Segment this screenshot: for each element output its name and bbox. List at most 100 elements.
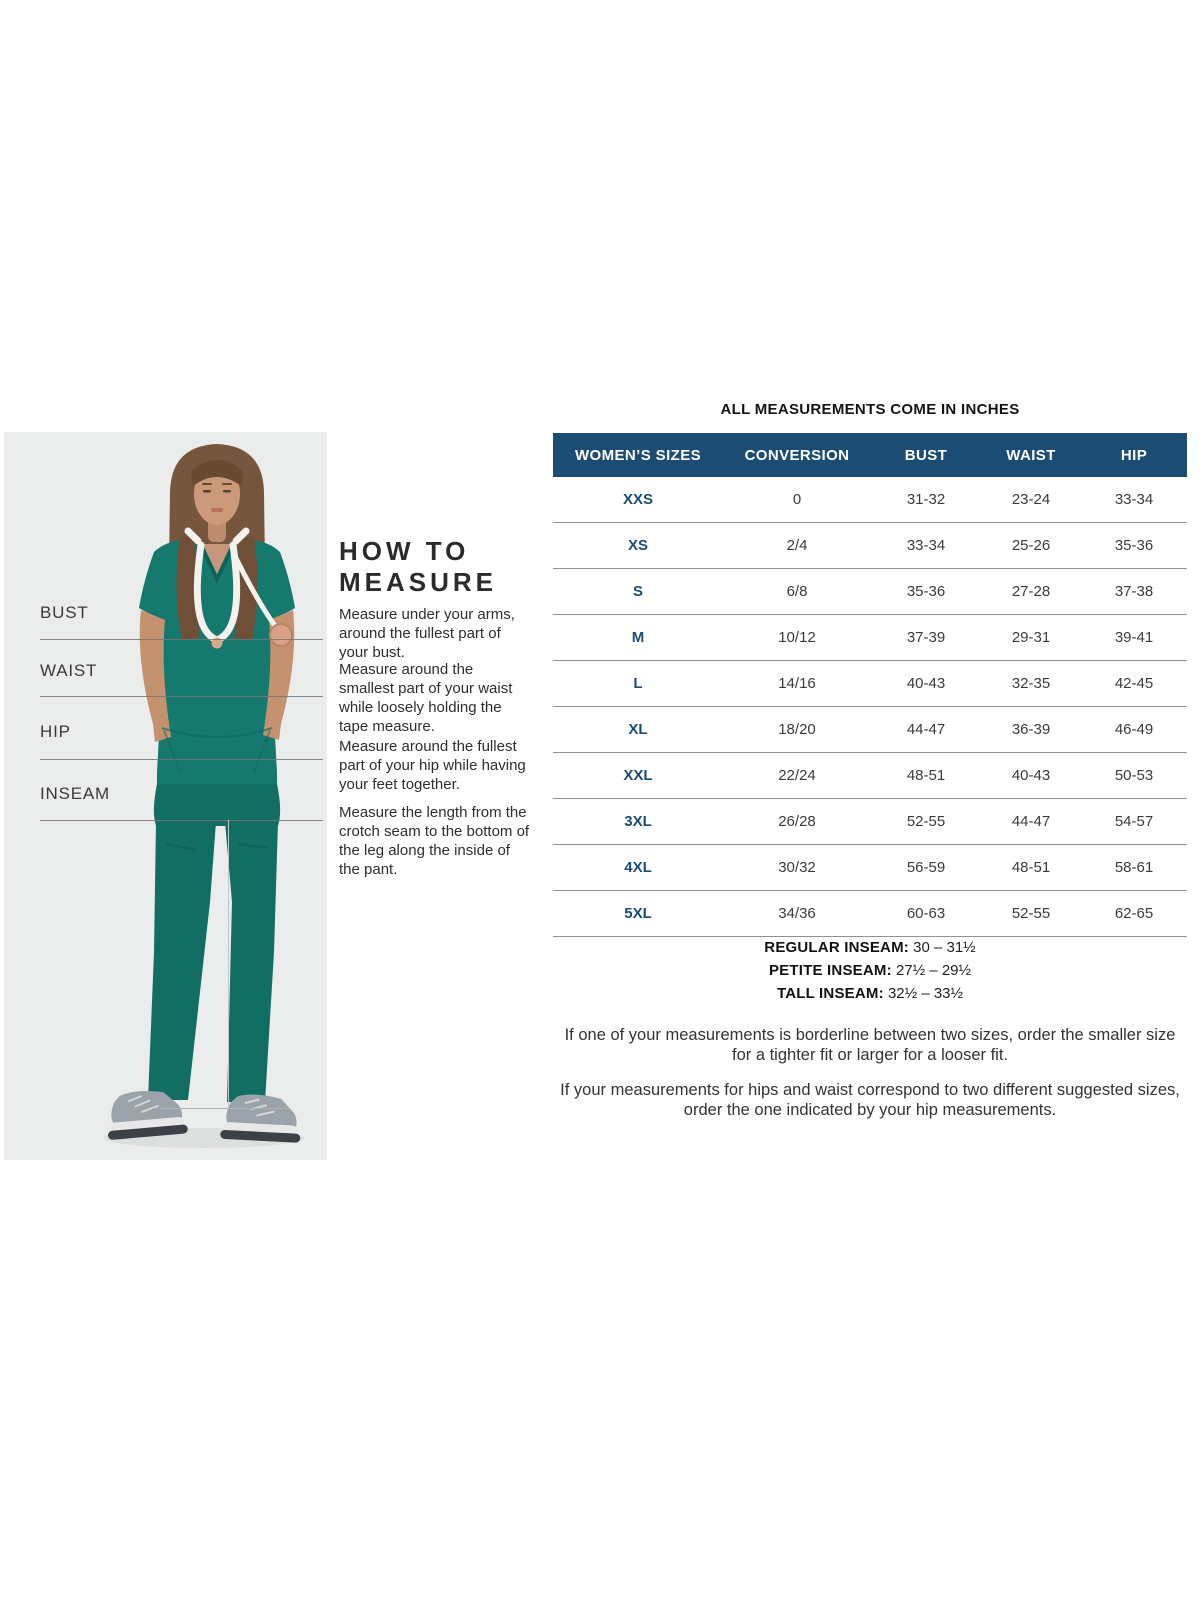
- conversion-cell: 14/16: [778, 675, 816, 692]
- conversion-cell: 6/8: [786, 583, 808, 600]
- conversion-cell: 18/20: [778, 721, 816, 738]
- measure-label-inseam: INSEAM: [40, 784, 110, 803]
- bust-cell: 33-34: [906, 537, 946, 554]
- hip-cell: 46-49: [1114, 721, 1154, 738]
- column-header-hip: HIP: [1120, 446, 1148, 464]
- waist-cell: 40-43: [1011, 767, 1051, 784]
- heading-line-1: HOW TO: [339, 536, 470, 566]
- table-row-xl: XL 18/20 44-47 36-39 46-49: [553, 707, 1187, 753]
- left-arm: [139, 610, 171, 742]
- table-row-3xl: 3XL 26/28 52-55 44-47 54-57: [553, 799, 1187, 845]
- bust-cell: 35-36: [906, 583, 946, 600]
- measure-line-inseam: [40, 820, 323, 821]
- table-row-xxl: XXL 22/24 48-51 40-43 50-53: [553, 753, 1187, 799]
- size-cell: XL: [628, 721, 648, 738]
- table-title: ALL MEASUREMENTS COME IN INCHES: [720, 401, 1020, 418]
- stethoscope-earpieces: [184, 527, 250, 545]
- hair-strand-left: [176, 536, 200, 640]
- size-cell: XXL: [623, 767, 653, 784]
- inseam-note-tall: TALL INSEAM: 32½ – 33½: [553, 982, 1187, 1005]
- right-shoe: [220, 1094, 301, 1143]
- size-cell: L: [633, 675, 643, 692]
- inseam-note-regular: REGULAR INSEAM: 30 – 31½: [553, 936, 1187, 959]
- measure-line-bust: [40, 639, 323, 640]
- lips: [211, 508, 223, 512]
- hip-cell: 37-38: [1114, 583, 1154, 600]
- measure-label-waist: WAIST: [40, 661, 98, 680]
- size-cell: S: [632, 583, 643, 600]
- hip-cell: 62-65: [1114, 905, 1154, 922]
- column-header-waist: WAIST: [1006, 446, 1056, 464]
- table-row-xs: XS 2/4 33-34 25-26 35-36: [553, 523, 1187, 569]
- model-figure: [104, 444, 304, 1148]
- bust-cell: 40-43: [906, 675, 946, 692]
- conversion-cell: 34/36: [778, 905, 816, 922]
- pants-right-leg: [225, 822, 278, 1102]
- bust-cell: 48-51: [906, 767, 946, 784]
- heading-line-2: MEASURE: [339, 567, 498, 597]
- size-cell: 5XL: [624, 905, 652, 922]
- conversion-cell: 2/4: [786, 537, 808, 554]
- footnote-borderline: If one of your measurements is borderlin…: [564, 1026, 1176, 1064]
- bust-cell: 44-47: [906, 721, 946, 738]
- table-row-s: S 6/8 35-36 27-28 37-38: [553, 569, 1187, 615]
- hair-fringe: [191, 460, 243, 486]
- how-to-measure-heading: HOW TO MEASURE: [339, 536, 497, 598]
- vneck-skin: [201, 544, 233, 577]
- inseam-note-value: 27½ – 29½: [891, 962, 972, 979]
- left-eye: [203, 490, 211, 493]
- top-pocket-line: [161, 727, 273, 738]
- column-header-women-s-sizes: WOMEN’S SIZES: [574, 446, 702, 464]
- waist-cell: 27-28: [1011, 583, 1051, 600]
- waist-cell: 29-31: [1011, 629, 1051, 646]
- top-pocket-slits: [163, 729, 271, 773]
- hip-cell: 39-41: [1114, 629, 1154, 646]
- inseam-notes: REGULAR INSEAM: 30 – 31½ PETITE INSEAM: 2…: [553, 936, 1187, 1005]
- right-brow: [222, 483, 232, 485]
- measure-desc-waist: Measure around the smallest part of your…: [339, 661, 513, 735]
- measure-label-hip: HIP: [40, 722, 71, 741]
- table-row-m: M 10/12 37-39 29-31 39-41: [553, 615, 1187, 661]
- hip-cell: 50-53: [1114, 767, 1154, 784]
- hip-cell: 35-36: [1114, 537, 1154, 554]
- inseam-bottom-line: [152, 1108, 290, 1109]
- stethoscope-drop-tube: [230, 549, 279, 630]
- measure-label-bust: BUST: [40, 603, 89, 622]
- bust-cell: 37-39: [906, 629, 946, 646]
- inseam-note-label: REGULAR INSEAM:: [764, 939, 909, 956]
- conversion-cell: 10/12: [778, 629, 816, 646]
- right-eye: [223, 490, 231, 493]
- table-row-5xl: 5XL 34/36 60-63 52-55 62-65: [553, 891, 1187, 937]
- column-header-bust: BUST: [904, 446, 948, 464]
- size-cell: XXS: [622, 491, 653, 508]
- size-cell: 4XL: [624, 859, 652, 876]
- footnote-hip-priority: If your measurements for hips and waist …: [560, 1081, 1180, 1119]
- hip-cell: 33-34: [1114, 491, 1154, 508]
- table-row-l: L 14/16 40-43 32-35 42-45: [553, 661, 1187, 707]
- pants-hip: [153, 784, 281, 826]
- inseam-note-petite: PETITE INSEAM: 27½ – 29½: [553, 959, 1187, 982]
- inseam-note-label: TALL INSEAM:: [776, 985, 884, 1002]
- measure-desc-bust: Measure under your arms, around the full…: [339, 606, 515, 661]
- inseam-note-label: PETITE INSEAM:: [768, 962, 892, 979]
- waist-cell: 52-55: [1011, 905, 1051, 922]
- inseam-note-value: 32½ – 33½: [883, 985, 964, 1002]
- size-cell: 3XL: [624, 813, 652, 830]
- size-cell: M: [631, 629, 645, 646]
- measure-desc-inseam: Measure the length from the crotch seam …: [339, 804, 530, 878]
- conversion-cell: 30/32: [778, 859, 816, 876]
- hip-cell: 54-57: [1114, 813, 1154, 830]
- conversion-cell: 22/24: [778, 767, 816, 784]
- size-cell: XS: [627, 537, 648, 554]
- bust-cell: 56-59: [906, 859, 946, 876]
- measure-line-hip: [40, 759, 323, 760]
- measure-line-waist: [40, 696, 323, 697]
- waist-cell: 44-47: [1011, 813, 1051, 830]
- size-table: WOMEN’S SIZES CONVERSION BUST WAIST HIP XXS 0…: [553, 433, 1187, 937]
- bust-cell: 60-63: [906, 905, 946, 922]
- inseam-note-value: 30 – 31½: [908, 939, 976, 956]
- bust-cell: 52-55: [906, 813, 946, 830]
- stethoscope-junction: [211, 637, 223, 649]
- table-body: XXS 0 31-32 23-24 33-34 XS 2/4 33-34 25-26 35-36 S…: [553, 477, 1187, 937]
